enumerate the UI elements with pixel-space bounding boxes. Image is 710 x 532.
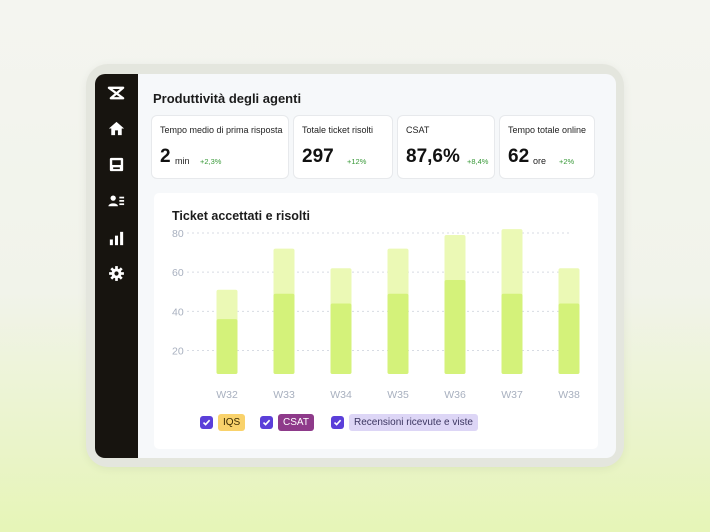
app-window: Produttività degli agenti Tempo medio di… (95, 74, 616, 458)
page-title: Produttività degli agenti (153, 91, 302, 106)
legend-checkbox[interactable] (200, 416, 213, 429)
metric-unit: min (175, 156, 190, 166)
metric-label: Tempo medio di prima risposta (160, 125, 283, 135)
metric-label: Tempo totale online (508, 125, 587, 135)
metric-label: CSAT (406, 125, 430, 135)
metric-card-csat[interactable]: CSAT 87,6% +8,4% (398, 116, 494, 178)
contacts-icon[interactable] (107, 191, 126, 210)
x-tick-label: W34 (330, 389, 352, 401)
y-tick-label: 20 (172, 346, 184, 358)
y-tick-label: 40 (172, 306, 184, 318)
metric-card-tickets-resolved[interactable]: Totale ticket risolti 297 +12% (294, 116, 392, 178)
inbox-icon[interactable] (107, 155, 126, 174)
metric-value: 297 (302, 146, 334, 167)
checkmark-icon (202, 419, 211, 426)
tickets-chart-panel: Ticket accettati e risolti 80 60 40 20 W32 W3… (154, 193, 598, 449)
checkmark-icon (333, 419, 342, 426)
bar (501, 293, 523, 374)
metric-delta: +8,4% (467, 157, 489, 166)
metric-unit: ore (533, 156, 547, 166)
checkmark-icon (262, 419, 271, 426)
metric-delta: +2% (559, 157, 575, 166)
bar (216, 319, 238, 374)
bar (444, 280, 466, 374)
x-tick-label: W37 (501, 389, 523, 401)
x-tick-label: W33 (273, 389, 295, 401)
metric-delta: +12% (347, 157, 367, 166)
bar (387, 293, 409, 374)
x-tick-label: W35 (387, 389, 409, 401)
reports-chart-icon[interactable] (107, 229, 126, 248)
legend-checkbox[interactable] (331, 416, 344, 429)
chart-title: Ticket accettati e risolti (172, 209, 311, 223)
bar-chart: 80 60 40 20 W32 W33 W34 W35 W36 W37 W38 (172, 228, 580, 401)
legend-tag: Recensioni ricevute e viste (349, 414, 478, 431)
bar (330, 303, 352, 374)
metric-value: 87,6% (406, 146, 460, 167)
metric-value: 62 (508, 146, 530, 167)
metric-delta: +2,3% (200, 157, 222, 166)
zendesk-logo-icon[interactable] (107, 84, 126, 103)
y-tick-label: 60 (172, 267, 184, 279)
legend-checkbox[interactable] (260, 416, 273, 429)
settings-gear-icon[interactable] (107, 264, 126, 283)
metric-label: Totale ticket risolti (302, 125, 374, 135)
legend-tag: CSAT (278, 414, 314, 431)
home-icon[interactable] (107, 119, 126, 138)
metric-value: 2 (160, 146, 171, 167)
metric-card-online-time[interactable]: Tempo totale online 62 ore +2% (500, 116, 594, 178)
bar (273, 293, 295, 374)
x-tick-label: W32 (216, 389, 238, 401)
sidebar (95, 74, 138, 458)
x-tick-label: W38 (558, 389, 580, 401)
main-content: Produttività degli agenti Tempo medio di… (138, 74, 616, 458)
bar (558, 303, 580, 374)
y-tick-label: 80 (172, 228, 184, 240)
legend-tag: IQS (218, 414, 246, 431)
x-tick-label: W36 (444, 389, 466, 401)
metric-card-first-response[interactable]: Tempo medio di prima risposta 2 min +2,3… (152, 116, 288, 178)
